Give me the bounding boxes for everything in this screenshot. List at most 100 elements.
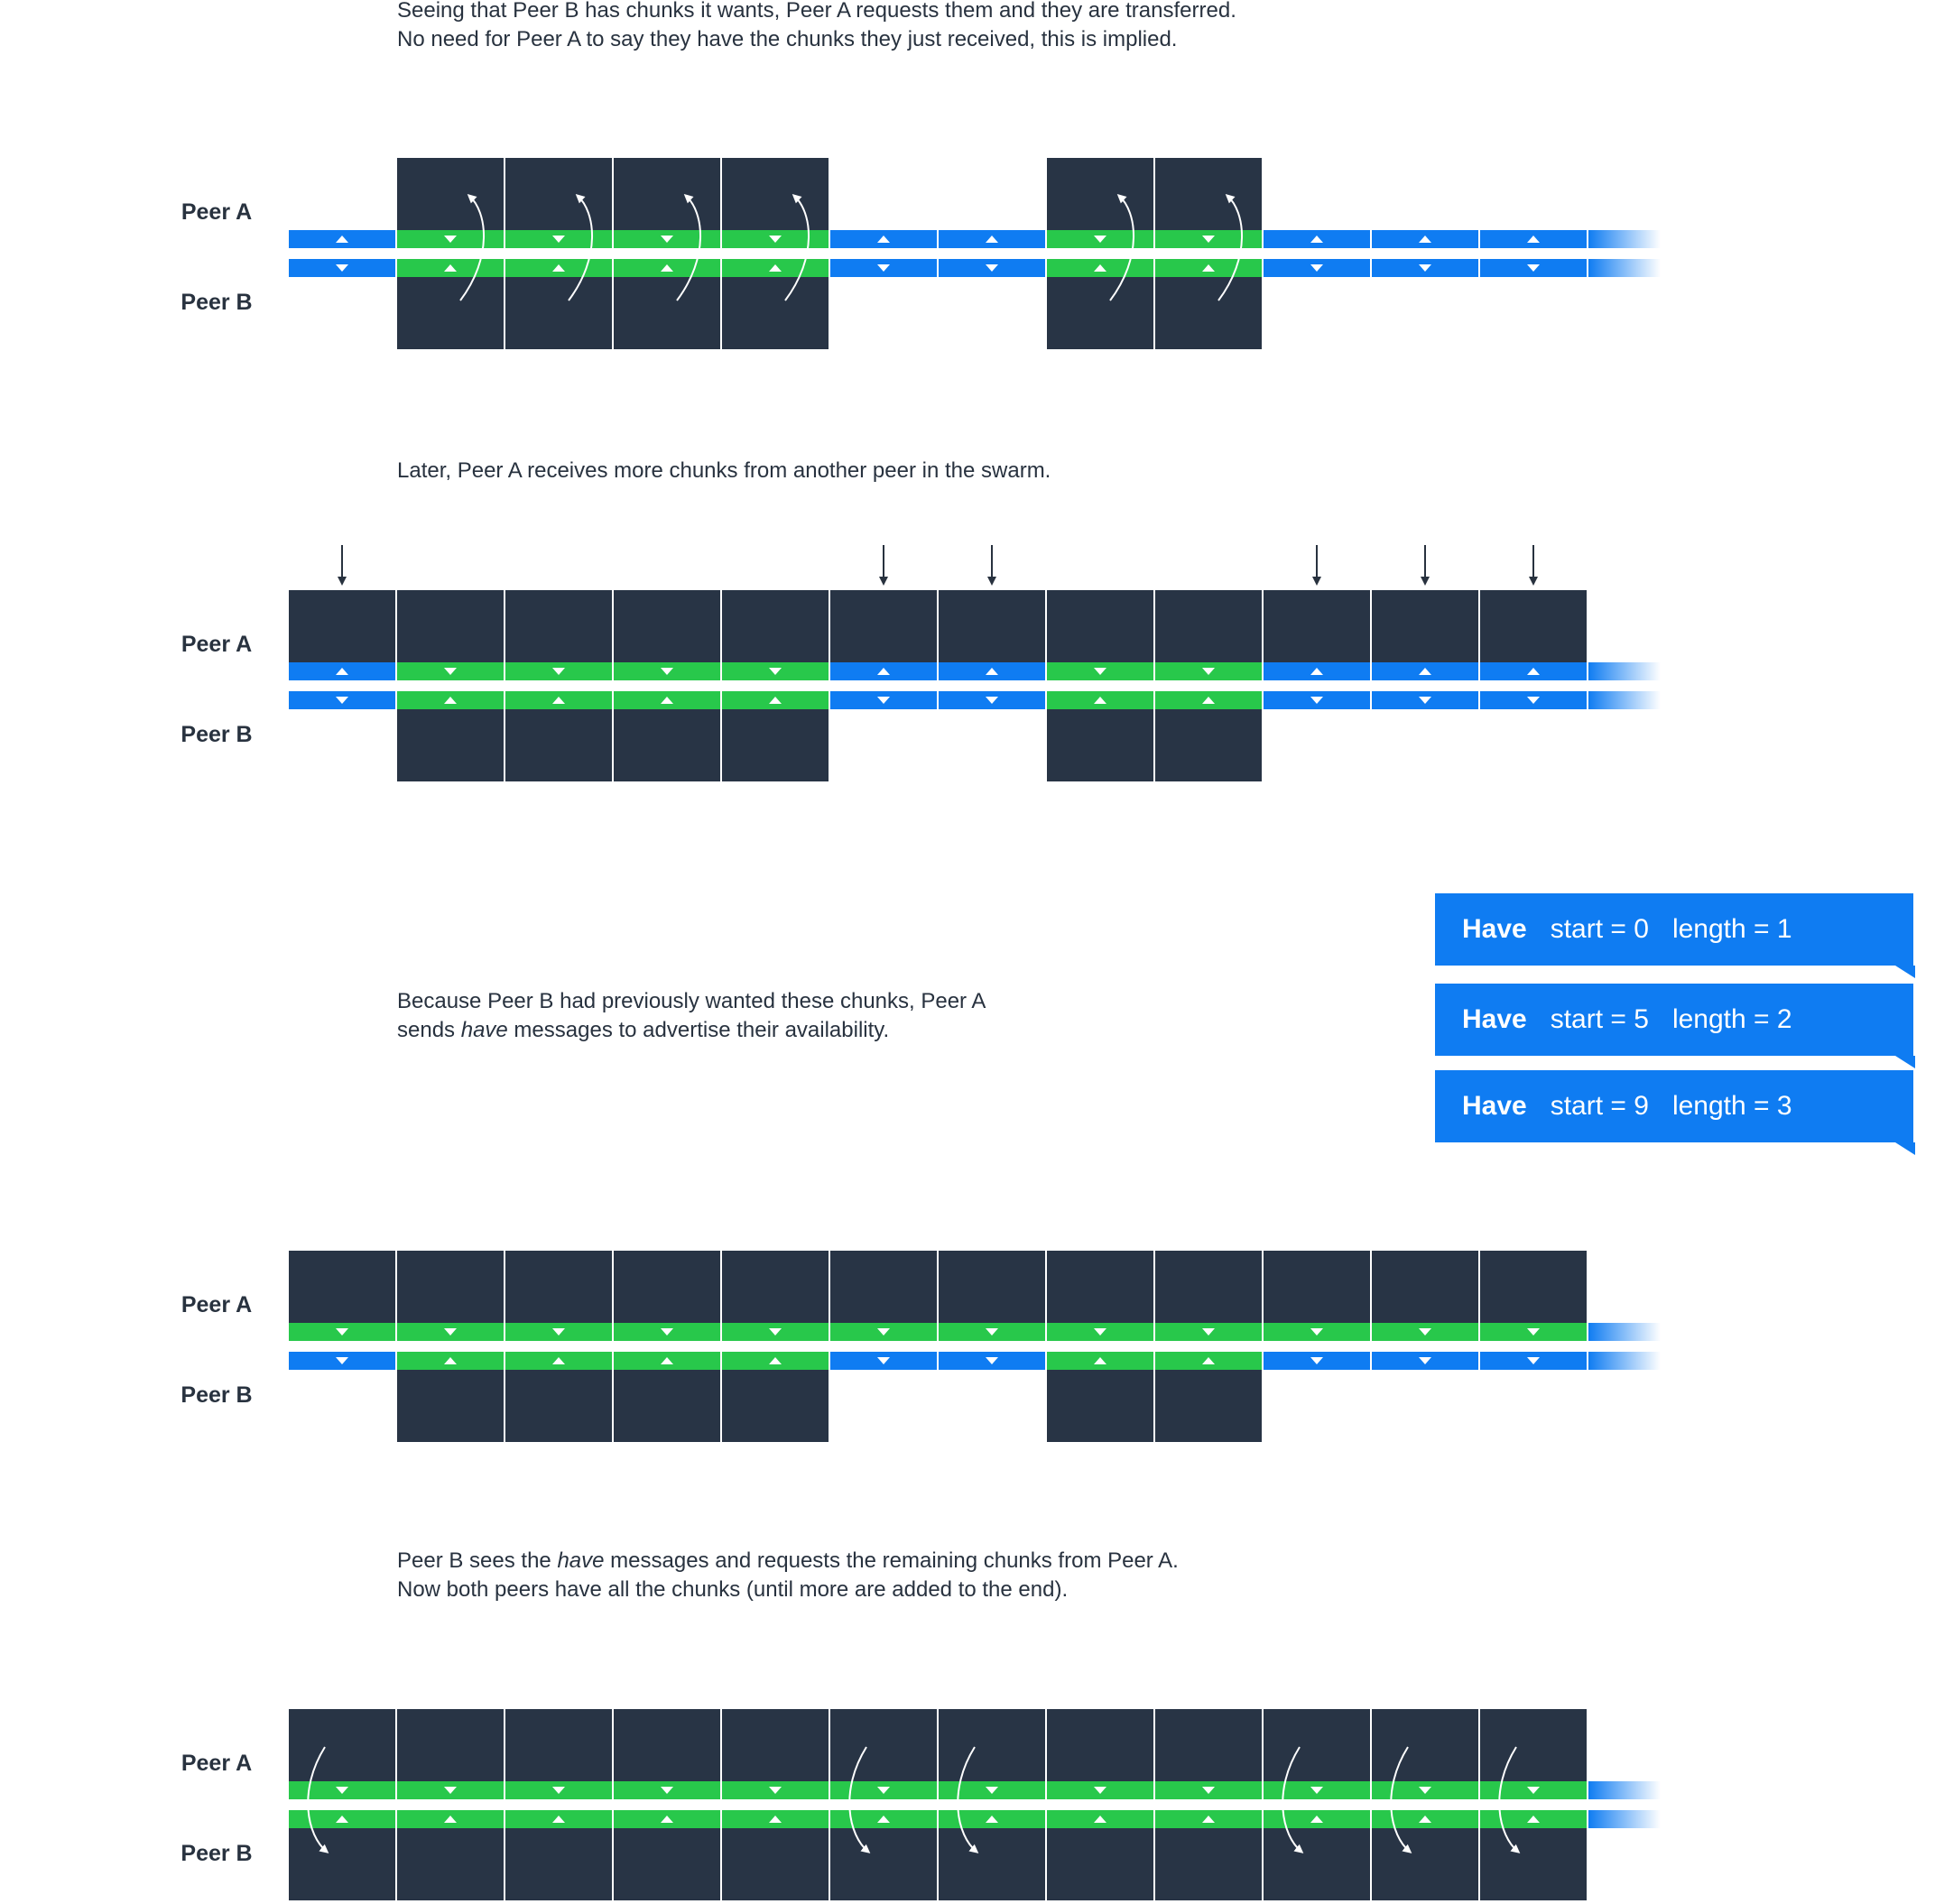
have-up-icon bbox=[1419, 1816, 1431, 1823]
peer-a-chunk bbox=[1372, 1709, 1478, 1781]
peer-a-chunk bbox=[397, 1251, 504, 1323]
peer-a-chunk bbox=[1372, 590, 1478, 662]
have-down-icon bbox=[552, 1787, 565, 1794]
have-down-icon bbox=[1310, 1787, 1323, 1794]
want-down-icon bbox=[1527, 1357, 1540, 1364]
peer-b-chunk bbox=[1155, 1370, 1262, 1442]
peer-a-chunk bbox=[1264, 1709, 1370, 1781]
want-down-icon bbox=[336, 697, 348, 704]
peer-b-chunk bbox=[1155, 1828, 1262, 1900]
want-down-icon bbox=[1310, 1357, 1323, 1364]
want-down-icon bbox=[1310, 264, 1323, 272]
peer-b-chunk bbox=[1047, 1370, 1153, 1442]
have-message-2: Have start = 5 length = 2 bbox=[1435, 984, 1915, 1068]
want-up-icon bbox=[986, 668, 998, 675]
peer-a-chunk bbox=[830, 1251, 937, 1323]
want-up-icon bbox=[1527, 236, 1540, 243]
peer-b-label: Peer B bbox=[181, 1382, 252, 1408]
have-up-icon bbox=[1094, 1816, 1106, 1823]
peer-b-chunk bbox=[397, 709, 504, 781]
have-down-icon bbox=[336, 1787, 348, 1794]
peer-b-chunk bbox=[397, 277, 504, 349]
peer-a-chunk bbox=[830, 1709, 937, 1781]
peer-a-chunk bbox=[722, 1709, 829, 1781]
have-down-icon bbox=[552, 668, 565, 675]
have-up-icon bbox=[769, 697, 782, 704]
have-down-icon bbox=[877, 1328, 890, 1336]
peer-b-chunk bbox=[1372, 1828, 1478, 1900]
have-down-icon bbox=[1310, 1328, 1323, 1336]
want-up-icon bbox=[877, 236, 890, 243]
peer-b-chunk bbox=[722, 709, 829, 781]
have-up-icon bbox=[552, 264, 565, 272]
want-down-icon bbox=[1419, 264, 1431, 272]
speech-tail-icon bbox=[1895, 1142, 1915, 1155]
have-up-icon bbox=[1094, 697, 1106, 704]
caption-have-text-post: messages to advertise their availability… bbox=[507, 1018, 890, 1042]
have-up-icon bbox=[1094, 1357, 1106, 1364]
have-keyword: Have bbox=[1462, 914, 1527, 944]
peer-a-chunk bbox=[614, 590, 720, 662]
have-down-icon bbox=[444, 668, 457, 675]
peer-a-bar-fade bbox=[1588, 1323, 1661, 1341]
have-up-icon bbox=[1202, 697, 1215, 704]
peer-b-label: Peer B bbox=[181, 1841, 252, 1866]
have-down-icon bbox=[1419, 1328, 1431, 1336]
peer-a-chunk bbox=[722, 158, 829, 230]
peer-a-chunk bbox=[614, 1251, 720, 1323]
caption-have-line-1: Because Peer B had previously wanted the… bbox=[397, 989, 986, 1013]
want-up-icon bbox=[1419, 236, 1431, 243]
peer-b-bar-fade bbox=[1588, 1352, 1661, 1370]
peer-a-chunk bbox=[1480, 1251, 1587, 1323]
want-up-icon bbox=[1527, 668, 1540, 675]
peer-a-chunk bbox=[505, 158, 612, 230]
speech-tail-icon bbox=[1895, 1056, 1915, 1068]
have-down-icon bbox=[1094, 1787, 1106, 1794]
caption-have-line-2: sends have messages to advertise their a… bbox=[397, 1016, 986, 1045]
transfer-up-arrow-icon bbox=[676, 193, 701, 301]
peer-a-bar-fade bbox=[1588, 230, 1661, 248]
have-down-icon bbox=[444, 1787, 457, 1794]
have-message-3: Have start = 9 length = 3 bbox=[1435, 1070, 1915, 1155]
have-up-icon bbox=[336, 1816, 348, 1823]
peer-a-chunk bbox=[505, 1709, 612, 1781]
peer-a-chunk bbox=[1047, 1709, 1153, 1781]
peer-a-chunk bbox=[289, 1251, 395, 1323]
have-up-icon bbox=[661, 697, 673, 704]
want-down-icon bbox=[1527, 697, 1540, 704]
have-length: length = 2 bbox=[1671, 1004, 1792, 1034]
peer-a-chunk bbox=[1047, 158, 1153, 230]
have-down-icon bbox=[769, 1328, 782, 1336]
peer-a-chunk bbox=[1155, 590, 1262, 662]
have-up-icon bbox=[661, 264, 673, 272]
peer-b-chunk bbox=[1155, 709, 1262, 781]
have-length: length = 3 bbox=[1671, 1091, 1792, 1121]
peer-a-chunk bbox=[1480, 590, 1587, 662]
peer-b-chunk bbox=[614, 709, 720, 781]
caption-transfer-line-1: Seeing that Peer B has chunks it wants, … bbox=[397, 0, 1236, 23]
transfer-up-arrow-icon bbox=[784, 193, 810, 301]
peer-a-chunk bbox=[830, 590, 937, 662]
have-down-icon bbox=[1094, 1328, 1106, 1336]
have-message-1: Have start = 0 length = 1 bbox=[1435, 893, 1915, 978]
have-up-icon bbox=[1527, 1816, 1540, 1823]
have-down-icon bbox=[1202, 236, 1215, 243]
peer-b-chunk bbox=[939, 1828, 1045, 1900]
have-up-icon bbox=[444, 1816, 457, 1823]
have-up-icon bbox=[444, 264, 457, 272]
want-up-icon bbox=[336, 236, 348, 243]
peer-a-label: Peer A bbox=[181, 1751, 252, 1776]
peer-a-chunk bbox=[614, 1709, 720, 1781]
have-keyword: Have bbox=[1462, 1091, 1527, 1121]
caption-transfer-line-2: No need for Peer A to say they have the … bbox=[397, 27, 1178, 51]
peer-b-chunk bbox=[1047, 709, 1153, 781]
have-down-icon bbox=[444, 1328, 457, 1336]
transfer-down-arrow-icon bbox=[307, 1746, 329, 1853]
peer-b-label: Peer B bbox=[181, 722, 252, 747]
peer-a-chunk bbox=[1155, 158, 1262, 230]
peer-b-chunk bbox=[722, 277, 829, 349]
want-down-icon bbox=[1419, 697, 1431, 704]
have-down-icon bbox=[1202, 1328, 1215, 1336]
want-down-icon bbox=[336, 264, 348, 272]
